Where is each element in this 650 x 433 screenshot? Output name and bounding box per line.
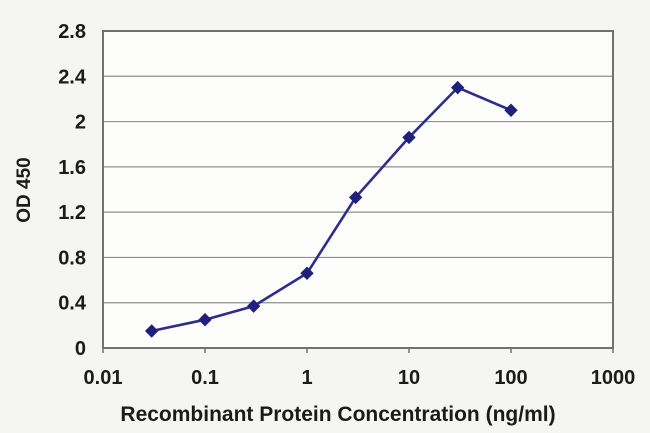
x-tick-label: 10 [398, 367, 420, 389]
y-tick-label: 0.4 [58, 293, 87, 315]
data-point-marker [348, 190, 363, 205]
data-point-marker [450, 80, 465, 95]
x-tick-label: 0.01 [84, 367, 123, 389]
x-tick-label: 1000 [591, 367, 636, 389]
data-series [144, 80, 518, 338]
plot-area [103, 31, 613, 348]
y-tick-label: 0.8 [58, 247, 86, 269]
series-line [150, 86, 513, 333]
y-axis-title: OD 450 [14, 157, 35, 222]
data-point-marker [198, 312, 212, 327]
x-tick-label: 100 [494, 367, 527, 389]
y-tick-label: 1.2 [58, 202, 86, 224]
gridlines [103, 75, 613, 304]
x-tick-label: 0.1 [191, 367, 219, 389]
plot-frame [102, 30, 614, 349]
data-point-marker [504, 103, 518, 117]
data-point-marker [402, 130, 416, 145]
tick-labels: 0 0.4 0.8 1.2 1.6 2 2.4 2.8 0.01 0.1 1 10 100 1000 [58, 21, 635, 389]
x-tick-label: 1 [301, 367, 312, 389]
y-tick-label: 0 [75, 338, 86, 360]
x-axis-title: Recombinant Protein Concentration (ng/ml… [120, 403, 555, 426]
y-tick-label: 2.8 [58, 21, 86, 43]
y-tick-label: 2.4 [58, 66, 87, 88]
y-tick-label: 1.6 [58, 157, 86, 179]
y-tick-label: 2 [75, 112, 86, 134]
data-point-marker [144, 324, 159, 338]
data-point-marker [246, 299, 261, 313]
data-point-marker [300, 266, 314, 280]
